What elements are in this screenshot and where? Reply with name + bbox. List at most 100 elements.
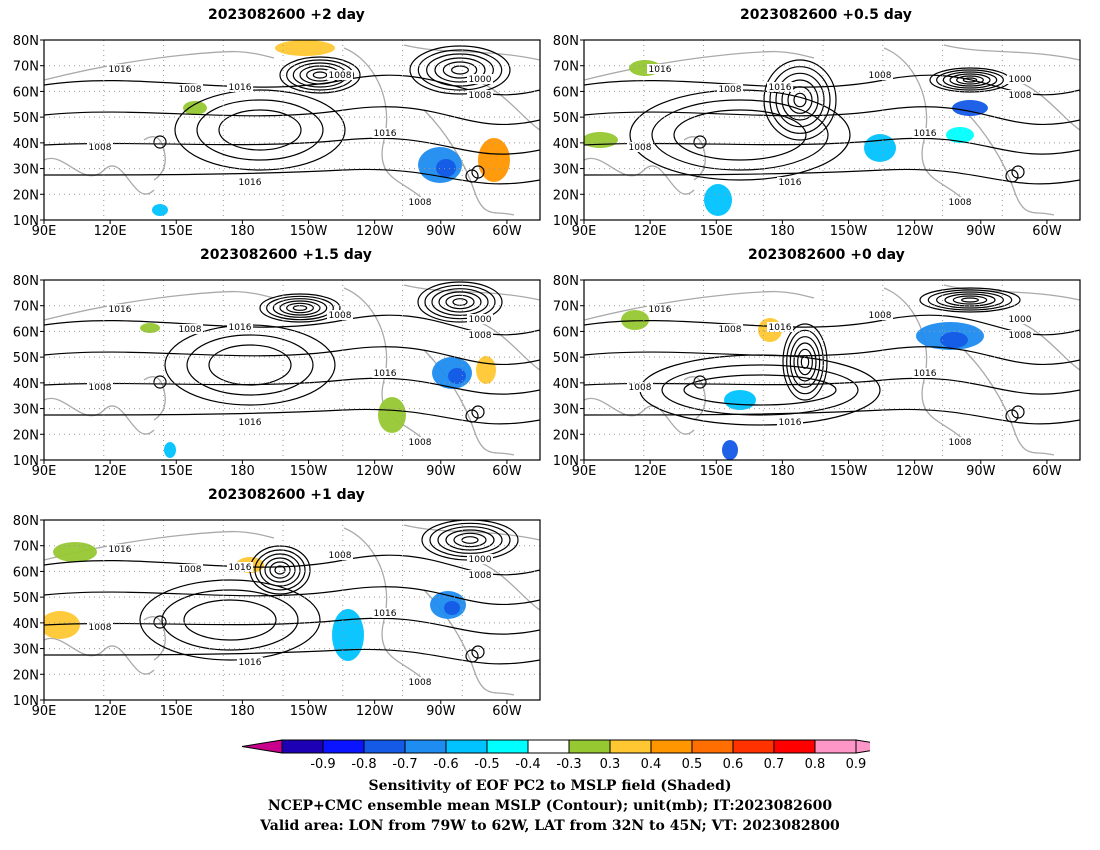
lat-tick-label: 80N bbox=[13, 274, 39, 289]
lat-tick-label: 40N bbox=[553, 137, 579, 152]
colorbar-swatch bbox=[568, 739, 611, 754]
lat-tick-label: 60N bbox=[13, 325, 39, 340]
sensitivity-shading bbox=[478, 138, 510, 182]
map-svg: 1016 1008 1016 1008 1008 1000 1008 1016 1016 1008… bbox=[553, 274, 1081, 479]
map-svg: 1016 1008 1016 1008 1008 1000 1008 1016 1016 1008… bbox=[13, 34, 541, 239]
contour-label: 1008 bbox=[329, 551, 352, 561]
lon-tick-label: 90E bbox=[32, 224, 57, 239]
map-frame bbox=[583, 39, 1081, 221]
contour-label: 1016 bbox=[374, 609, 397, 619]
sensitivity-shading bbox=[940, 332, 968, 348]
lat-tick-label: 80N bbox=[13, 514, 39, 529]
lon-tick-label: 60W bbox=[492, 464, 522, 479]
caption-line-3: Valid area: LON from 79W to 62W, LAT fro… bbox=[260, 818, 840, 834]
contour-label: 1008 bbox=[179, 565, 202, 575]
lon-tick-label: 90W bbox=[426, 704, 456, 719]
colorbar-swatch bbox=[773, 739, 816, 754]
sensitivity-shading bbox=[164, 442, 176, 458]
lat-tick-label: 60N bbox=[13, 85, 39, 100]
lat-tick-label: 50N bbox=[553, 111, 579, 126]
lon-tick-label: 90W bbox=[426, 224, 456, 239]
contour-label: 1000 bbox=[1009, 75, 1032, 85]
contour-label: 1008 bbox=[409, 198, 432, 208]
lat-tick-label: 80N bbox=[553, 34, 579, 49]
contour-label: 1008 bbox=[949, 198, 972, 208]
colorbar-swatch bbox=[281, 739, 324, 754]
colorbar-tick-label: -0.9 bbox=[310, 757, 335, 772]
contour-label: 1016 bbox=[229, 563, 252, 573]
contour-label: 1008 bbox=[179, 325, 202, 335]
contour-label: 1016 bbox=[374, 369, 397, 379]
lon-tick-label: 180 bbox=[230, 464, 255, 479]
lon-tick-label: 120E bbox=[634, 224, 667, 239]
contour-label: 1008 bbox=[89, 383, 112, 393]
lat-tick-label: 30N bbox=[13, 403, 39, 418]
colorbar-high-triangle bbox=[855, 739, 870, 754]
sensitivity-shading bbox=[378, 397, 406, 433]
mslp-contours bbox=[584, 59, 1080, 185]
map-panel-plus0.5: 1016 1008 1016 1008 1008 1000 1008 1016 1016 1008… bbox=[540, 30, 1090, 244]
lat-tick-label: 70N bbox=[553, 60, 579, 75]
sensitivity-shading bbox=[53, 542, 97, 562]
lon-tick-label: 90W bbox=[426, 464, 456, 479]
contour-label: 1008 bbox=[329, 71, 352, 81]
lat-tick-label: 70N bbox=[13, 300, 39, 315]
gridlines bbox=[44, 280, 540, 460]
colorbar: -0.9 -0.8 -0.7 -0.6 -0.5 -0.4 -0.3 0.3 0.4 0.5 0.6… bbox=[241, 739, 870, 772]
colorbar-swatch bbox=[609, 739, 652, 754]
lon-tick-label: 120W bbox=[356, 224, 394, 239]
lat-tick-label: 30N bbox=[553, 163, 579, 178]
contour-label: 1008 bbox=[719, 85, 742, 95]
colorbar-swatch bbox=[527, 739, 570, 754]
map-svg: 1016 1008 1016 1008 1008 1000 1008 1016 1016 1008… bbox=[13, 514, 541, 719]
lat-tick-label: 70N bbox=[553, 300, 579, 315]
lon-tick-label: 90E bbox=[572, 224, 597, 239]
sensitivity-shading bbox=[275, 40, 335, 56]
contour-label: 1008 bbox=[1009, 91, 1032, 101]
sensitivity-shading bbox=[444, 601, 460, 615]
colorbar-low-triangle bbox=[241, 739, 283, 754]
sensitivity-shading bbox=[183, 101, 207, 115]
sensitivity-shading bbox=[722, 440, 738, 460]
lat-tick-label: 80N bbox=[553, 274, 579, 289]
lon-tick-label: 180 bbox=[230, 704, 255, 719]
lon-tick-label: 90E bbox=[572, 464, 597, 479]
contour-label: 1008 bbox=[949, 438, 972, 448]
map-frame bbox=[43, 279, 541, 461]
colorbar-swatch bbox=[404, 739, 447, 754]
panel-title: 2023082600 +2 day bbox=[208, 7, 365, 23]
lat-tick-label: 70N bbox=[13, 540, 39, 555]
mslp-contours bbox=[44, 520, 540, 665]
caption-line-1: Sensitivity of EOF PC2 to MSLP field (Sh… bbox=[368, 778, 732, 794]
sensitivity-shading bbox=[724, 390, 756, 410]
contour-label: 1016 bbox=[239, 178, 262, 188]
lat-tick-label: 60N bbox=[553, 325, 579, 340]
gridlines bbox=[44, 40, 540, 220]
lat-tick-label: 30N bbox=[13, 163, 39, 178]
sensitivity-shading bbox=[476, 356, 496, 384]
lat-tick-label: 40N bbox=[13, 137, 39, 152]
contour-label: 1016 bbox=[649, 305, 672, 315]
contour-label: 1008 bbox=[1009, 331, 1032, 341]
lon-tick-label: 120W bbox=[896, 464, 934, 479]
sensitivity-shading bbox=[448, 368, 466, 384]
contour-label: 1008 bbox=[469, 331, 492, 341]
lat-tick-label: 20N bbox=[13, 188, 39, 203]
contour-label: 1016 bbox=[239, 418, 262, 428]
colorbar-tick-label: -0.8 bbox=[351, 757, 376, 772]
lon-tick-label: 150E bbox=[160, 224, 193, 239]
map-panel-plus2: 1016 1008 1016 1008 1008 1000 1008 1016 1016 1008… bbox=[0, 30, 550, 244]
colorbar-tick-label: 0.7 bbox=[764, 757, 785, 772]
contour-label: 1016 bbox=[109, 545, 132, 555]
contour-label: 1016 bbox=[109, 65, 132, 75]
map-svg: 1016 1008 1016 1008 1008 1000 1008 1016 1016 1008… bbox=[553, 34, 1081, 239]
lat-tick-label: 10N bbox=[13, 454, 39, 469]
colorbar-tick-label: 0.3 bbox=[600, 757, 621, 772]
lat-tick-label: 30N bbox=[13, 643, 39, 658]
lon-tick-label: 90E bbox=[32, 464, 57, 479]
contour-label: 1008 bbox=[89, 143, 112, 153]
colorbar-swatch bbox=[814, 739, 857, 754]
sensitivity-shading bbox=[946, 127, 974, 143]
map-frame bbox=[43, 519, 541, 701]
colorbar-tick-label: 0.6 bbox=[723, 757, 744, 772]
